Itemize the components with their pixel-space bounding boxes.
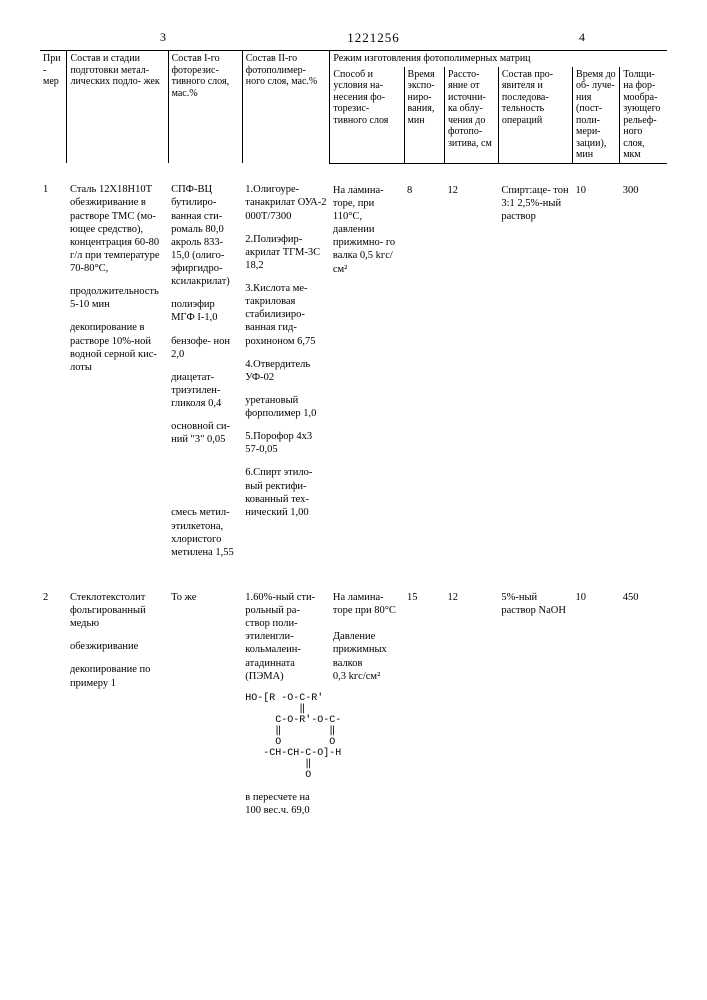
table-row: 1 Сталь 12Х18Н10Т обезжиривание в раство… (40, 163, 667, 571)
th-dist: Рассто- яние от источни- ка облу- чения … (444, 67, 498, 164)
text: декопирование в растворе 10%-ной водной … (70, 321, 165, 374)
th-example: При- мер (40, 51, 67, 164)
text: полиэфир МГФ I-1,0 (171, 298, 239, 324)
th-thick: Толщи- на фор- мообра- зующего рельеф- н… (620, 67, 667, 164)
text: декопирование по примеру 1 (70, 663, 165, 689)
cell-exp: 15 (404, 571, 444, 829)
cell-thick: 300 (620, 163, 667, 571)
text: бензофе- нон 2,0 (171, 335, 239, 361)
cell-layer2: 1.Олигоуре- танакрилат ОУА-2 000Т/7300 2… (242, 163, 330, 571)
cell-thick: 450 (620, 571, 667, 829)
table-row: 2 Стеклотекстолит фольгированный медью о… (40, 571, 667, 829)
th-layer1: Состав I-го фоторезис- тивного слоя, мас… (168, 51, 242, 164)
cell-layer1: СПФ-ВЦ бутилиро- ванная сти- ромаль 80,0… (168, 163, 242, 571)
page-num-right: 4 (579, 30, 587, 46)
cell-prep: Стеклотекстолит фольгированный медью обе… (67, 571, 168, 829)
chemical-formula: HO-[R -O-C-R' ‖ C-O-R'-O-C- ‖ ‖ O O -CH-… (245, 693, 327, 781)
th-prep: Состав и стадии подготовки метал- лическ… (67, 51, 168, 164)
text: СПФ-ВЦ бутилиро- ванная сти- ромаль 80,0… (171, 183, 239, 288)
cell-mode: На ламина- торе при 80°С Давление прижим… (330, 571, 404, 829)
text: 5.Порофор 4х3 57-0,05 (245, 430, 327, 456)
page-num-left: 3 (160, 30, 168, 46)
cell-post: 10 (573, 571, 620, 829)
data-table: При- мер Состав и стадии подготовки мета… (40, 50, 667, 829)
text: 6.Спирт этило- вый ректифи- кованный тех… (245, 466, 327, 519)
cell-dist: 12 (444, 163, 498, 571)
cell-layer2: 1.60%-ный сти- рольный ра- створ поли- э… (242, 571, 330, 829)
cell-dist: 12 (444, 571, 498, 829)
text: Стеклотекстолит фольгированный медью (70, 591, 165, 630)
text: 1.Олигоуре- танакрилат ОУА-2 000Т/7300 (245, 183, 327, 222)
th-post: Время до об- луче- ния (пост- поли- мери… (573, 67, 620, 164)
text: Сталь 12Х18Н10Т обезжиривание в растворе… (70, 183, 165, 275)
cell-n: 2 (40, 571, 67, 829)
cell-dev: 5%-ный раствор NaOH (498, 571, 572, 829)
table-head: При- мер Состав и стадии подготовки мета… (40, 51, 667, 164)
th-group: Режим изготовления фотополимерных матриц (330, 51, 667, 67)
cell-post: 10 (573, 163, 620, 571)
text: смесь метил- этилкетона, хлористого мети… (171, 506, 239, 559)
cell-mode: На ламина- торе, при 110°С, давлении при… (330, 163, 404, 571)
cell-prep: Сталь 12Х18Н10Т обезжиривание в растворе… (67, 163, 168, 571)
cell-dev: Спирт:аце- тон 3:1 2,5%-ный раствор (498, 163, 572, 571)
text: 3.Кислота ме- такриловая стабилизиро- ва… (245, 282, 327, 348)
text: уретановый форполимер 1,0 (245, 394, 327, 420)
text: 4.Отвердитель УФ-02 (245, 358, 327, 384)
page-header: 3 1221256 4 (40, 30, 667, 50)
cell-n: 1 (40, 163, 67, 571)
text: 2.Полиэфир- акрилат ТГМ-3С 18,2 (245, 233, 327, 272)
cell-layer1: То же (168, 571, 242, 829)
th-exp: Время экспо- ниро- вания, мин (404, 67, 444, 164)
text: продолжительность 5-10 мин (70, 285, 165, 311)
text: 1.60%-ный сти- рольный ра- створ поли- э… (245, 591, 327, 683)
th-dev: Состав про- явителя и последова- тельнос… (498, 67, 572, 164)
th-mode: Способ и условия на- несения фо- торезис… (330, 67, 404, 164)
cell-exp: 8 (404, 163, 444, 571)
th-layer2: Состав II-го фотополимер- ного слоя, мас… (242, 51, 330, 164)
text: обезжиривание (70, 640, 165, 653)
text: диацетат- триэтилен- гликоля 0,4 (171, 371, 239, 410)
text: основной си- ний "3" 0,05 (171, 420, 239, 446)
patent-number: 1221256 (347, 30, 400, 46)
text: в пересчете на 100 вес.ч. 69,0 (245, 791, 327, 817)
